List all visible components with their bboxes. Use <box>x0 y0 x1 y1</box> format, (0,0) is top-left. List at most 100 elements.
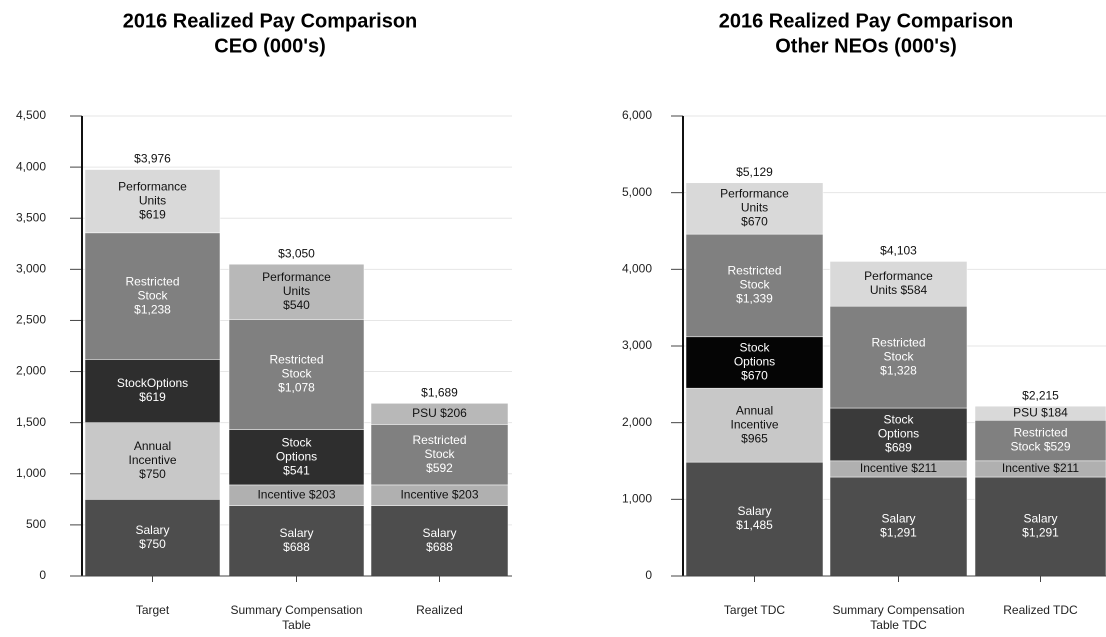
segment-label: Salary <box>1023 512 1057 526</box>
segment-label: Stock <box>739 341 770 355</box>
segment-label: $670 <box>741 215 768 229</box>
segment-label: Units <box>741 201 768 215</box>
y-tick-label: 3,000 <box>16 262 46 276</box>
segment-label: $1,291 <box>880 526 917 540</box>
segment-label: Stock <box>281 367 312 381</box>
y-tick-label: 1,000 <box>622 492 652 506</box>
segment-label: Options <box>276 449 317 463</box>
bar-segment <box>84 359 221 423</box>
bar-segment <box>829 476 968 577</box>
segment-label: Stock <box>281 435 312 449</box>
x-tick-label: Target TDC <box>724 603 785 617</box>
segment-label: Salary <box>135 523 169 537</box>
segment-label: Stock $529 <box>1010 440 1070 454</box>
segment-label: Stock <box>883 413 914 427</box>
y-tick-label: 2,000 <box>16 364 46 378</box>
total-label: $1,689 <box>421 386 458 400</box>
y-tick-label: 0 <box>39 568 46 582</box>
segment-label: Performance <box>864 269 933 283</box>
y-tick-label: 6,000 <box>622 108 652 122</box>
bar-segment <box>974 420 1106 462</box>
segment-label: Salary <box>737 504 771 518</box>
segment-label: $592 <box>426 461 453 475</box>
segment-label: Incentive $203 <box>257 487 335 501</box>
bar-segment <box>84 422 221 500</box>
bar-segment <box>685 233 824 338</box>
segment-label: Performance <box>262 270 331 284</box>
segment-label: StockOptions <box>117 376 188 390</box>
x-tick-label: Table TDC <box>870 618 927 632</box>
x-tick-label: Summary Compensation <box>230 603 362 617</box>
segment-label: Incentive <box>730 417 778 431</box>
x-tick-label: Realized TDC <box>1003 603 1078 617</box>
chart-title: 2016 Realized Pay Comparison <box>719 10 1014 32</box>
bar-segment <box>829 261 968 307</box>
bar-segment <box>685 387 824 463</box>
segment-label: Options <box>878 427 919 441</box>
x-tick-label: Target <box>136 603 170 617</box>
chart-title: 2016 Realized Pay Comparison <box>123 10 418 32</box>
segment-label: $1,485 <box>736 518 773 532</box>
segment-label: $688 <box>283 540 310 554</box>
total-label: $3,050 <box>278 246 315 260</box>
y-tick-label: 1,500 <box>16 415 46 429</box>
total-label: $2,215 <box>1022 388 1059 402</box>
bar-segment <box>829 305 968 409</box>
segment-label: $1,238 <box>134 302 171 316</box>
segment-label: $750 <box>139 537 166 551</box>
segment-label: Incentive $211 <box>860 461 937 475</box>
segment-label: PSU $184 <box>1013 405 1068 419</box>
segment-label: $1,078 <box>278 381 315 395</box>
bar-segment <box>84 499 221 577</box>
segment-label: Options <box>734 355 775 369</box>
segment-label: Stock <box>739 278 770 292</box>
segment-label: $541 <box>283 463 310 477</box>
total-label: $3,976 <box>134 152 171 166</box>
chart-title: CEO (000's) <box>214 35 325 57</box>
bar-segment <box>228 263 365 320</box>
segment-label: $670 <box>741 369 768 383</box>
segment-label: Incentive <box>128 453 176 467</box>
segment-label: $1,328 <box>880 363 917 377</box>
segment-label: Units $584 <box>870 283 928 297</box>
segment-label: $688 <box>426 540 453 554</box>
segment-label: $619 <box>139 390 166 404</box>
segment-label: $689 <box>885 441 912 455</box>
bar-segment <box>829 407 968 462</box>
x-tick-label: Summary Compensation <box>832 603 964 617</box>
total-label: $5,129 <box>736 165 773 179</box>
total-label: $4,103 <box>880 244 917 258</box>
y-tick-label: 0 <box>645 568 652 582</box>
segment-label: Restricted <box>727 264 781 278</box>
chart-title: Other NEOs (000's) <box>775 35 956 57</box>
segment-label: Restricted <box>412 433 466 447</box>
x-tick-label: Realized <box>416 603 463 617</box>
y-tick-label: 2,000 <box>622 415 652 429</box>
y-tick-label: 5,000 <box>622 185 652 199</box>
y-tick-label: 2,500 <box>16 313 46 327</box>
segment-label: Stock <box>883 349 914 363</box>
bar-segment <box>228 429 365 486</box>
segment-label: $619 <box>139 207 166 221</box>
bar-segment <box>370 505 509 577</box>
segment-label: Annual <box>736 403 773 417</box>
segment-label: Salary <box>422 526 456 540</box>
bar-segment <box>228 319 365 430</box>
y-tick-label: 1,000 <box>16 466 46 480</box>
bar-segment <box>685 461 824 577</box>
y-tick-label: 4,000 <box>16 159 46 173</box>
segment-label: Restricted <box>871 335 925 349</box>
segment-label: Restricted <box>125 274 179 288</box>
y-tick-label: 4,500 <box>16 108 46 122</box>
segment-label: Performance <box>720 187 789 201</box>
segment-label: $1,291 <box>1022 526 1059 540</box>
y-tick-label: 4,000 <box>622 262 652 276</box>
y-tick-label: 500 <box>26 517 46 531</box>
segment-label: Restricted <box>1013 426 1067 440</box>
segment-label: $1,339 <box>736 292 773 306</box>
bar-segment <box>370 424 509 486</box>
bar-segment <box>84 232 221 360</box>
segment-label: Units <box>283 284 310 298</box>
segment-label: PSU $206 <box>412 406 467 420</box>
